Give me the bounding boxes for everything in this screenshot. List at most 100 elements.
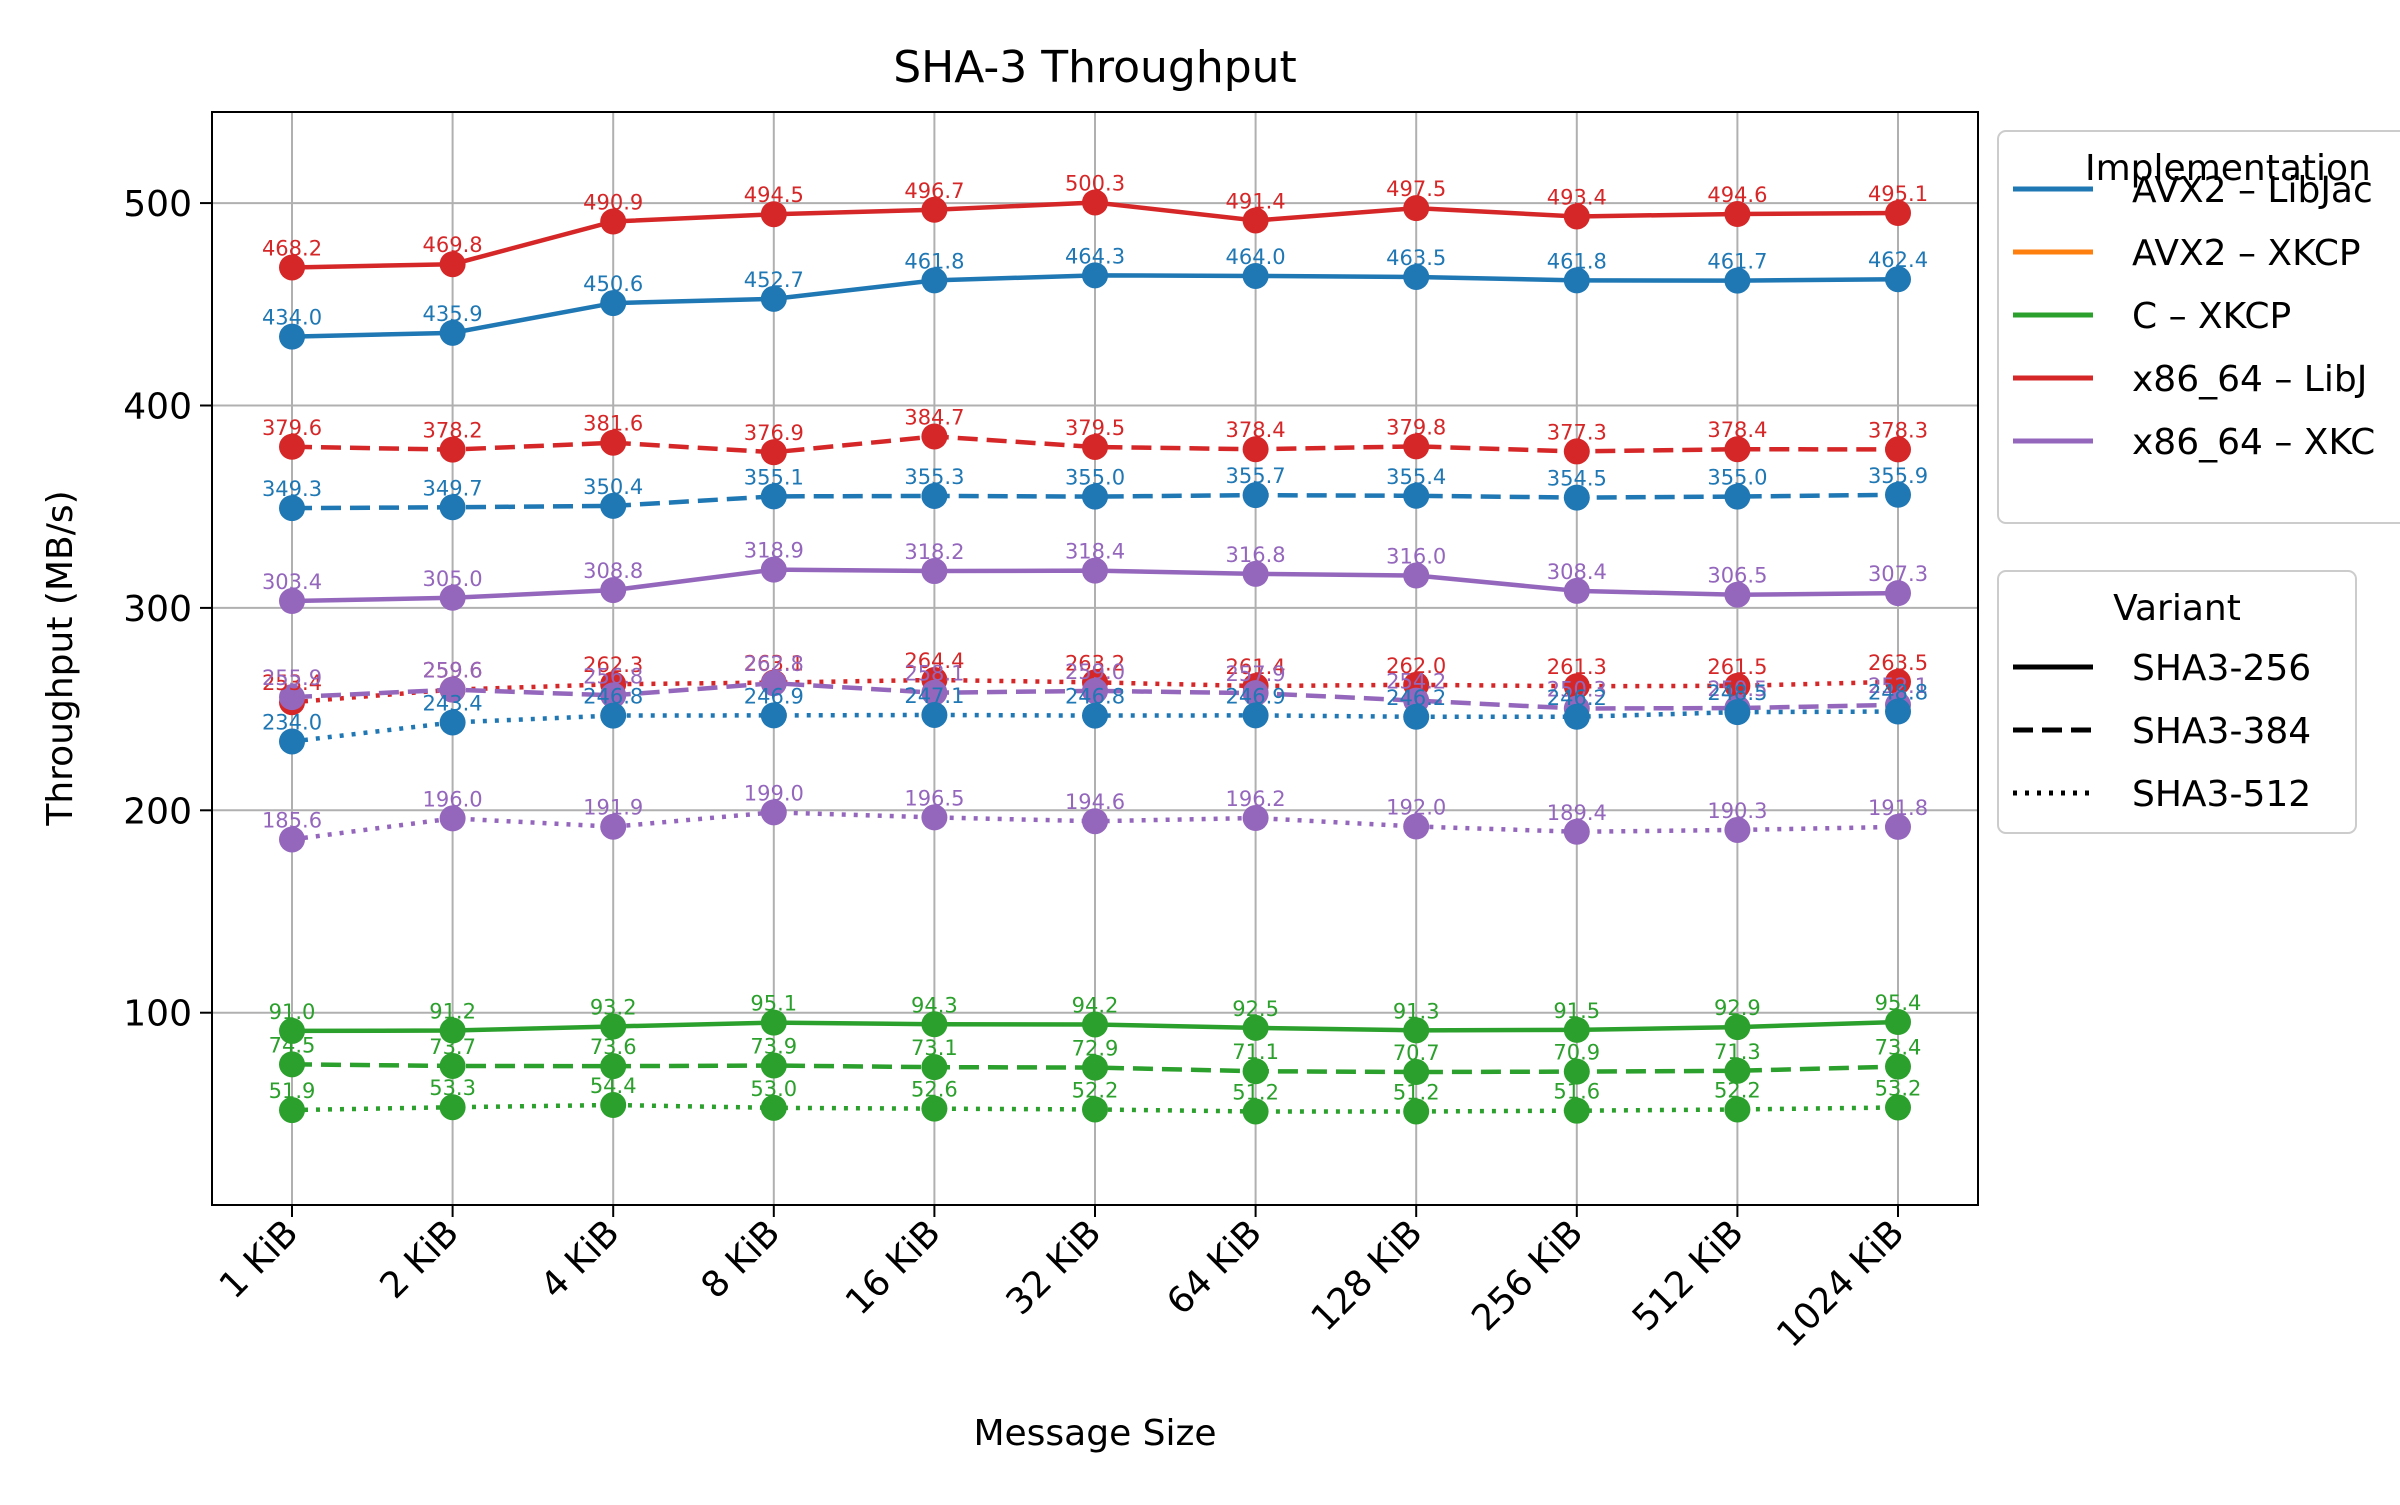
data-label: 496.7 <box>904 179 964 203</box>
data-label: 51.9 <box>269 1079 316 1103</box>
data-point <box>921 196 948 223</box>
data-point <box>600 492 627 519</box>
data-label: 318.9 <box>744 539 804 563</box>
data-point <box>1563 703 1590 730</box>
legend-entry-label: x86_64 – LibJ <box>2132 359 2367 400</box>
data-label: 259.0 <box>1065 660 1125 684</box>
data-label: 92.5 <box>1232 997 1279 1021</box>
data-label: 246.9 <box>1226 684 1286 708</box>
y-tick-label: 100 <box>123 994 192 1035</box>
data-label: 461.8 <box>1547 249 1607 273</box>
y-tick-label: 500 <box>123 184 192 225</box>
data-label: 196.5 <box>904 786 964 810</box>
data-point <box>279 728 305 755</box>
data-label: 308.4 <box>1547 560 1607 584</box>
data-point <box>1563 1016 1590 1043</box>
data-point <box>600 682 627 709</box>
data-label: 196.0 <box>423 787 483 811</box>
data-label: 261.5 <box>1707 655 1767 679</box>
data-point <box>921 423 948 450</box>
data-label: 73.4 <box>1875 1036 1922 1060</box>
data-point <box>1082 702 1108 729</box>
data-point <box>1082 808 1108 835</box>
data-point <box>1082 1011 1108 1038</box>
y-tick-label: 400 <box>123 386 192 427</box>
data-point <box>439 436 466 463</box>
data-label: 262.0 <box>1386 654 1446 678</box>
data-label: 378.2 <box>423 419 483 443</box>
data-label: 194.6 <box>1065 790 1125 814</box>
data-label: 53.2 <box>1875 1076 1922 1100</box>
data-point <box>1563 577 1590 604</box>
data-label: 349.3 <box>262 477 322 501</box>
data-label: 378.4 <box>1226 418 1286 442</box>
data-label: 379.8 <box>1386 415 1446 439</box>
series-line-x86-64-xkc-sha3-384 <box>291 680 1899 711</box>
data-point <box>1403 195 1430 222</box>
data-label: 53.0 <box>750 1077 797 1101</box>
data-label: 234.0 <box>262 710 322 734</box>
data-point <box>760 799 787 826</box>
data-point <box>921 1095 948 1122</box>
data-point <box>1242 1014 1269 1041</box>
data-label: 51.2 <box>1393 1080 1440 1104</box>
data-point <box>600 429 627 456</box>
data-point <box>760 439 787 466</box>
data-label: 318.4 <box>1065 540 1125 564</box>
data-point <box>1724 267 1751 294</box>
data-point <box>600 1092 627 1119</box>
variant-legend-frame <box>1997 570 2357 834</box>
data-point <box>921 1011 948 1038</box>
data-point <box>1082 189 1108 216</box>
y-axis-label: Throughput (MB/s) <box>40 490 81 826</box>
data-point <box>1082 1096 1108 1123</box>
data-label: 91.2 <box>429 1000 476 1024</box>
data-label: 355.9 <box>1868 464 1928 488</box>
data-label: 378.4 <box>1707 418 1767 442</box>
data-label: 256.8 <box>583 664 643 688</box>
data-label: 94.2 <box>1072 993 1119 1017</box>
data-label: 248.5 <box>1707 681 1767 705</box>
data-point <box>1724 581 1751 608</box>
data-label: 305.0 <box>423 567 483 591</box>
data-point <box>1724 1096 1751 1123</box>
data-label: 500.3 <box>1065 171 1125 195</box>
data-point <box>600 290 627 317</box>
data-point <box>279 1017 305 1044</box>
data-point <box>1885 1094 1911 1121</box>
data-point <box>1082 433 1108 460</box>
data-label: 258.1 <box>904 662 964 686</box>
data-label: 252.1 <box>1868 674 1928 698</box>
data-label: 70.9 <box>1553 1041 1600 1065</box>
legend-entry-label: SHA3-256 <box>2132 648 2311 689</box>
data-point <box>1885 436 1911 463</box>
data-label: 73.7 <box>429 1035 476 1059</box>
data-point <box>439 1094 466 1121</box>
data-label: 253.4 <box>262 671 322 695</box>
data-point <box>600 208 627 235</box>
y-tick-label: 200 <box>123 791 192 832</box>
data-label: 196.2 <box>1226 787 1286 811</box>
data-label: 199.0 <box>744 781 804 805</box>
data-label: 259.6 <box>423 659 483 683</box>
data-point <box>439 1017 466 1044</box>
data-point <box>1082 557 1108 584</box>
data-label: 262.8 <box>744 652 804 676</box>
data-label: 243.4 <box>423 691 483 715</box>
data-point <box>1724 201 1751 228</box>
data-label: 349.7 <box>423 476 483 500</box>
data-label: 246.9 <box>744 684 804 708</box>
data-label: 248.8 <box>1868 681 1928 705</box>
data-point <box>921 804 948 831</box>
data-label: 250.3 <box>1547 677 1607 701</box>
data-label: 355.1 <box>744 465 804 489</box>
data-point <box>1403 263 1430 290</box>
series-line-x86-64-libj-sha3-384 <box>291 434 1899 455</box>
legend-entry-label: AVX2 – XKCP <box>2132 233 2361 274</box>
data-point <box>760 201 787 228</box>
data-point <box>1724 699 1751 726</box>
data-point <box>600 702 627 729</box>
data-point <box>1563 484 1590 511</box>
data-label: 93.2 <box>590 995 637 1019</box>
data-point <box>439 494 466 521</box>
